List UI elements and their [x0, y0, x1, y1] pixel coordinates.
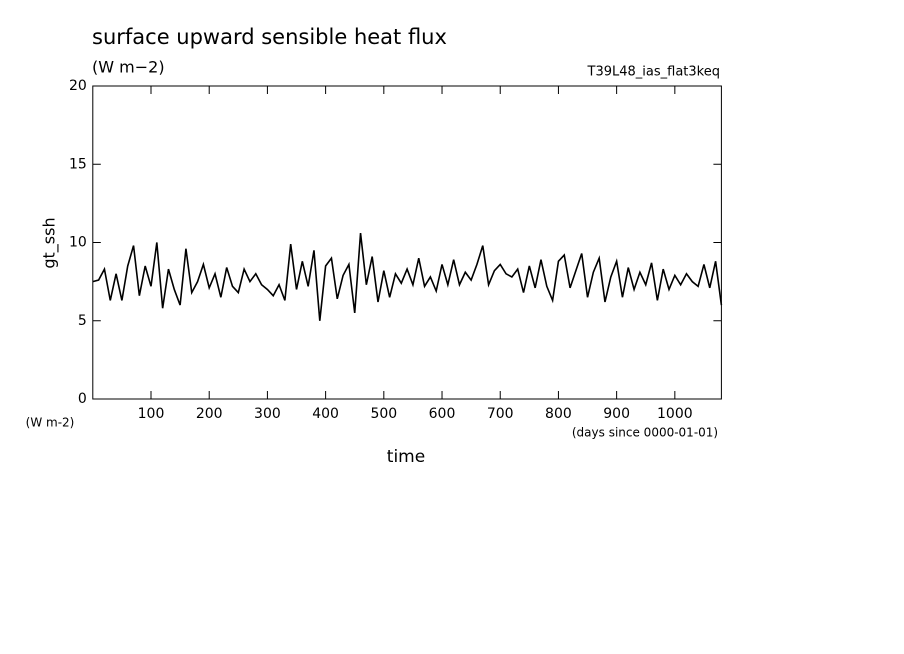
chart-subtitle: (W m−2)	[92, 58, 165, 77]
x-tick-label: 800	[545, 406, 572, 422]
x-tick-label: 300	[254, 406, 281, 422]
x-tick-label: 200	[196, 406, 223, 422]
y-tick-label: 20	[69, 78, 87, 94]
chart-title: surface upward sensible heat flux	[92, 25, 447, 49]
x-tick-label: 1000	[657, 406, 693, 422]
y-tick-label: 10	[69, 235, 87, 251]
x-tick-label: 600	[429, 406, 456, 422]
x-tick-label: 700	[487, 406, 514, 422]
y-tick-label: 15	[69, 156, 87, 172]
y-tick-label: 5	[78, 313, 87, 329]
x-tick-label: 900	[603, 406, 630, 422]
annotation: T39L48_ias_flat3keq	[587, 65, 720, 80]
x-tick-label: 400	[312, 406, 339, 422]
data-line	[92, 233, 723, 321]
x-axis-label: time	[387, 447, 425, 467]
y-axis-label: gt_ssh	[40, 217, 60, 268]
y-tick-label: 0	[78, 391, 87, 407]
x-tick-label: 100	[138, 406, 165, 422]
x-tick-label: 500	[370, 406, 397, 422]
y-units: (W m-2)	[26, 416, 75, 430]
plot-frame	[92, 85, 722, 400]
x-units: (days since 0000-01-01)	[572, 426, 718, 440]
